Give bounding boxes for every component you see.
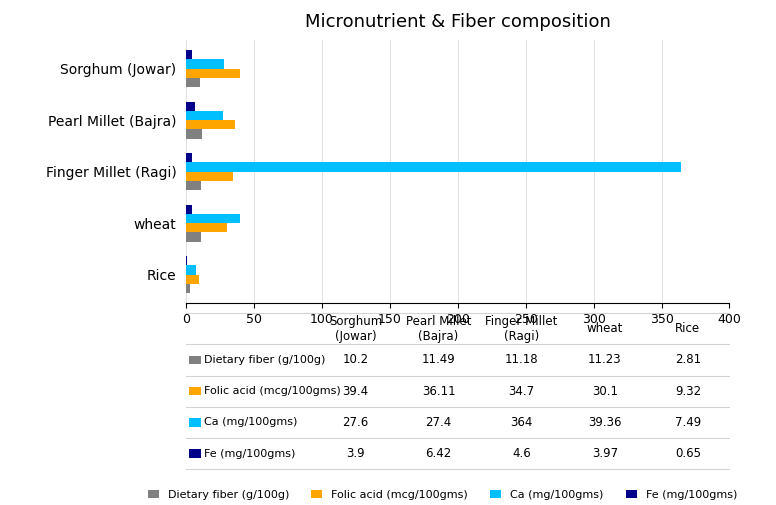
Text: 27.4: 27.4 bbox=[425, 416, 452, 429]
Text: 0.65: 0.65 bbox=[675, 447, 701, 460]
Bar bbox=[186, 205, 192, 214]
Text: Ca (mg/100gms): Ca (mg/100gms) bbox=[204, 417, 297, 427]
Bar bbox=[189, 387, 201, 395]
Bar bbox=[186, 256, 187, 266]
Bar bbox=[186, 232, 202, 242]
Bar bbox=[186, 266, 196, 275]
Text: Sorghum
(Jowar): Sorghum (Jowar) bbox=[329, 315, 382, 343]
Text: 11.49: 11.49 bbox=[421, 354, 456, 367]
Bar bbox=[189, 418, 201, 427]
Text: 2.81: 2.81 bbox=[675, 354, 701, 367]
Text: Folic acid (mcg/100gms): Folic acid (mcg/100gms) bbox=[204, 386, 341, 396]
Bar bbox=[186, 153, 192, 163]
Bar bbox=[186, 214, 240, 223]
Bar bbox=[189, 449, 201, 458]
Text: 3.97: 3.97 bbox=[592, 447, 618, 460]
Text: 364: 364 bbox=[511, 416, 533, 429]
Text: 10.2: 10.2 bbox=[342, 354, 369, 367]
Bar bbox=[186, 60, 223, 69]
Text: 7.49: 7.49 bbox=[675, 416, 701, 429]
Text: 3.9: 3.9 bbox=[346, 447, 365, 460]
Bar bbox=[186, 181, 202, 190]
Bar bbox=[186, 223, 227, 232]
Text: 30.1: 30.1 bbox=[592, 385, 618, 397]
Text: 36.11: 36.11 bbox=[421, 385, 456, 397]
Text: 39.36: 39.36 bbox=[588, 416, 622, 429]
Legend: Dietary fiber (g/100g), Folic acid (mcg/100gms), Ca (mg/100gms), Fe (mg/100gms): Dietary fiber (g/100g), Folic acid (mcg/… bbox=[143, 485, 742, 504]
Text: 11.23: 11.23 bbox=[588, 354, 622, 367]
Text: 4.6: 4.6 bbox=[512, 447, 531, 460]
Text: 27.6: 27.6 bbox=[342, 416, 369, 429]
Title: Micronutrient & Fiber composition: Micronutrient & Fiber composition bbox=[305, 13, 611, 30]
Text: 11.18: 11.18 bbox=[505, 354, 539, 367]
Bar bbox=[186, 284, 190, 293]
Text: Fe (mg/100gms): Fe (mg/100gms) bbox=[204, 448, 296, 459]
Text: Rice: Rice bbox=[675, 322, 701, 335]
Bar bbox=[186, 111, 223, 120]
Text: Dietary fiber (g/100g): Dietary fiber (g/100g) bbox=[204, 355, 326, 365]
Bar bbox=[186, 102, 195, 111]
Text: 6.42: 6.42 bbox=[425, 447, 452, 460]
Text: 34.7: 34.7 bbox=[508, 385, 535, 397]
Bar bbox=[186, 129, 202, 139]
Text: Finger Millet
(Ragi): Finger Millet (Ragi) bbox=[486, 315, 558, 343]
Bar bbox=[186, 120, 235, 129]
Text: wheat: wheat bbox=[587, 322, 623, 335]
Bar bbox=[186, 78, 200, 87]
Text: 9.32: 9.32 bbox=[675, 385, 701, 397]
Bar bbox=[186, 275, 199, 284]
Bar bbox=[189, 356, 201, 364]
Text: Pearl Millet
(Bajra): Pearl Millet (Bajra) bbox=[406, 315, 471, 343]
Text: 39.4: 39.4 bbox=[342, 385, 369, 397]
Bar bbox=[186, 69, 240, 78]
Bar bbox=[186, 163, 681, 172]
Bar bbox=[186, 172, 234, 181]
Bar bbox=[186, 50, 192, 60]
